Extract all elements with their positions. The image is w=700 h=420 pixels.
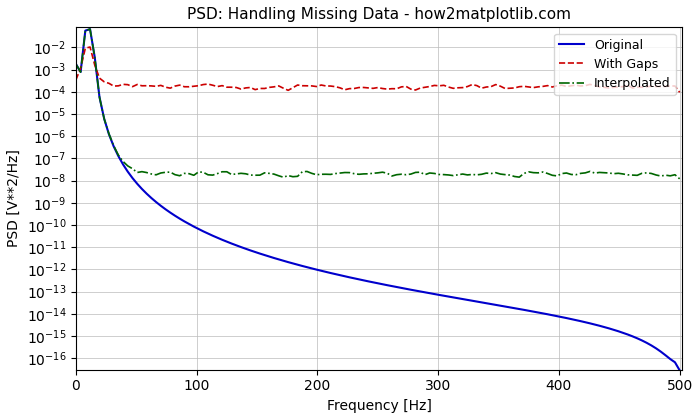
Interpolated [553, 173, 561, 178]
With Gaps [553, 83, 561, 88]
Line: Interpolated: Interpolated [76, 29, 680, 179]
With Gaps [605, 85, 613, 90]
Original [241, 246, 250, 251]
Interpolated [71, 61, 80, 66]
With Gaps [71, 77, 80, 82]
Interpolated [105, 131, 113, 136]
Interpolated [435, 172, 443, 177]
Line: Original: Original [76, 29, 680, 370]
With Gaps [393, 86, 401, 91]
Legend: Original, With Gaps, Interpolated: Original, With Gaps, Interpolated [554, 34, 675, 95]
With Gaps [676, 90, 684, 95]
Interpolated [86, 26, 94, 32]
Original [553, 314, 561, 319]
Original [605, 326, 613, 331]
Original [435, 292, 443, 297]
Original [676, 368, 684, 373]
Original [86, 26, 94, 32]
With Gaps [241, 85, 250, 90]
X-axis label: Frequency [Hz]: Frequency [Hz] [327, 399, 431, 413]
With Gaps [105, 81, 113, 86]
Title: PSD: Handling Missing Data - how2matplotlib.com: PSD: Handling Missing Data - how2matplot… [187, 7, 571, 22]
With Gaps [435, 83, 443, 88]
Original [105, 132, 113, 137]
Line: With Gaps: With Gaps [76, 47, 680, 92]
Original [393, 284, 401, 289]
Interpolated [676, 176, 684, 181]
With Gaps [86, 45, 94, 50]
Interpolated [605, 171, 613, 176]
Interpolated [241, 171, 250, 176]
Y-axis label: PSD [V**2/Hz]: PSD [V**2/Hz] [7, 150, 21, 247]
Interpolated [393, 172, 401, 177]
Original [71, 61, 80, 66]
